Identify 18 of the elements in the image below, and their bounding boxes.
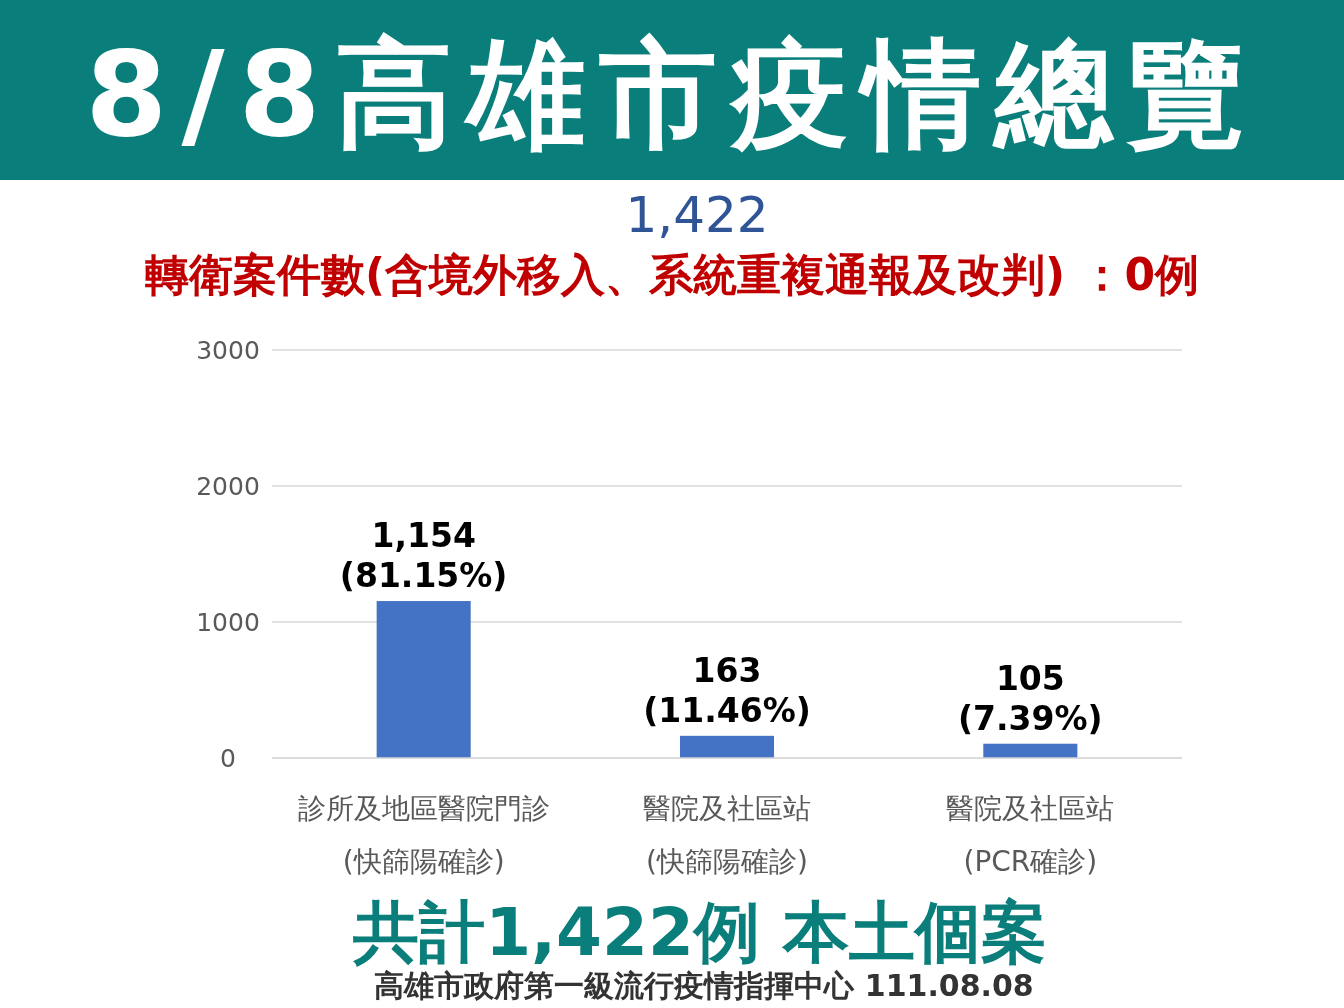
- text: 1,422: [625, 186, 769, 244]
- bar: [376, 601, 471, 758]
- text: 轉衛案件數(含境外移入、系統重複通報及改判) ：0例: [144, 249, 1200, 300]
- data-label: 105 (7.39%): [958, 658, 1103, 738]
- y-tick-label: 3000: [196, 336, 260, 365]
- bar: [679, 735, 775, 758]
- bar: [983, 743, 1078, 758]
- x-tick-label: 診所及地區醫院門診 (快篩陽確診): [297, 792, 550, 878]
- x-tick-label: 醫院及社區站 (PCR確診): [946, 792, 1115, 878]
- y-tick-label: 2000: [196, 472, 260, 501]
- chart-title: 8/8高雄市疫情總覽: [85, 25, 1259, 163]
- x-tick-label: 醫院及社區站 (快篩陽確診): [643, 792, 811, 878]
- data-label: 163 (11.46%): [643, 650, 811, 730]
- y-tick-label: 1000: [196, 608, 260, 637]
- data-label: 1,154 (81.15%): [339, 516, 508, 596]
- text: 共計1,422例 本土個案: [352, 894, 1047, 971]
- y-tick-label: 0: [220, 744, 236, 773]
- text: 高雄市政府第一級流行疫情指揮中心 111.08.08: [374, 968, 1034, 1003]
